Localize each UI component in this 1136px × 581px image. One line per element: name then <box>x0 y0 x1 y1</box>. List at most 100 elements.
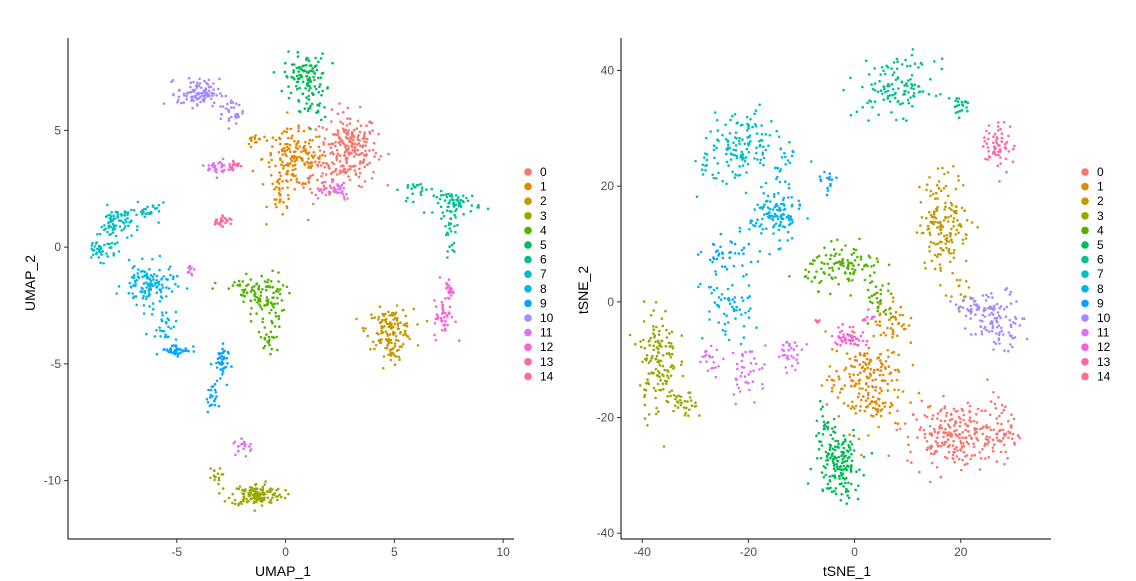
data-point <box>828 480 832 483</box>
data-point <box>943 440 947 444</box>
data-point <box>381 318 384 322</box>
data-point <box>221 351 225 355</box>
data-point <box>957 284 961 288</box>
data-point <box>264 480 267 483</box>
data-point <box>751 125 754 129</box>
data-point <box>363 165 367 169</box>
data-point <box>208 396 212 399</box>
legend-label: 3 <box>1097 209 1104 223</box>
data-point <box>983 444 986 448</box>
data-point <box>1002 408 1006 412</box>
data-point <box>886 349 889 352</box>
data-point <box>220 112 223 116</box>
data-point <box>740 296 744 299</box>
data-point <box>862 369 866 373</box>
data-point <box>340 183 344 187</box>
data-point <box>868 296 871 299</box>
data-point <box>917 66 920 69</box>
data-point <box>301 92 304 96</box>
data-point <box>345 132 348 135</box>
data-point <box>995 316 999 320</box>
data-point <box>851 405 854 408</box>
data-point <box>249 290 253 293</box>
data-point <box>385 322 389 326</box>
data-point <box>401 342 405 346</box>
data-point <box>929 404 932 408</box>
data-point <box>763 203 766 206</box>
data-point <box>842 88 845 92</box>
data-point <box>1005 170 1008 174</box>
legend-swatch <box>524 255 532 264</box>
data-point <box>470 194 474 198</box>
data-point <box>682 406 686 409</box>
data-point <box>873 293 876 296</box>
data-point <box>318 157 321 160</box>
data-point <box>957 179 960 182</box>
data-point <box>149 287 152 291</box>
data-point <box>924 267 927 270</box>
data-point <box>643 417 647 420</box>
data-point <box>207 164 211 167</box>
data-point <box>988 313 991 317</box>
data-point <box>837 442 840 446</box>
data-point <box>97 247 100 250</box>
data-point <box>996 143 1000 147</box>
data-point <box>928 231 932 234</box>
data-point <box>974 412 978 416</box>
data-point <box>965 436 968 439</box>
data-point <box>261 288 264 291</box>
data-point <box>438 276 442 279</box>
data-point <box>773 205 777 209</box>
data-point <box>344 144 348 147</box>
data-point <box>819 440 823 444</box>
data-point <box>112 252 115 255</box>
data-point <box>699 250 703 254</box>
data-point <box>1004 450 1008 454</box>
data-point <box>935 209 939 212</box>
data-point <box>338 185 341 188</box>
data-point <box>875 408 878 412</box>
data-point <box>454 230 457 234</box>
data-point <box>309 175 312 179</box>
data-point <box>640 345 643 349</box>
data-point <box>891 300 895 303</box>
data-point <box>135 213 138 217</box>
data-point <box>929 194 932 198</box>
data-point <box>192 350 196 353</box>
data-point <box>829 456 832 460</box>
data-point <box>1008 293 1012 296</box>
data-point <box>434 305 438 308</box>
data-point <box>806 276 810 280</box>
data-point <box>923 432 927 436</box>
data-point <box>905 82 908 85</box>
data-point <box>338 169 342 172</box>
data-point <box>1021 317 1024 320</box>
data-point <box>887 454 891 458</box>
data-point <box>312 151 316 154</box>
data-point <box>200 86 203 89</box>
data-point <box>276 348 279 352</box>
tsne-cluster-13-points <box>981 120 1016 183</box>
data-point <box>109 220 112 224</box>
legend-swatch <box>1081 197 1089 205</box>
data-point <box>768 134 772 137</box>
data-point <box>90 247 93 250</box>
data-point <box>274 495 278 498</box>
data-point <box>864 399 868 402</box>
data-point <box>217 161 220 165</box>
data-point <box>952 217 956 220</box>
data-point <box>304 148 307 151</box>
data-point <box>254 134 257 137</box>
data-point <box>993 402 997 406</box>
data-point <box>984 442 987 445</box>
data-point <box>213 388 217 392</box>
data-point <box>825 378 829 382</box>
data-point <box>295 74 299 78</box>
data-point <box>835 463 838 466</box>
data-point <box>354 152 358 156</box>
data-point <box>934 220 937 224</box>
data-point <box>260 274 264 278</box>
data-point <box>108 233 111 237</box>
data-point <box>1011 337 1015 340</box>
data-point <box>848 271 852 275</box>
